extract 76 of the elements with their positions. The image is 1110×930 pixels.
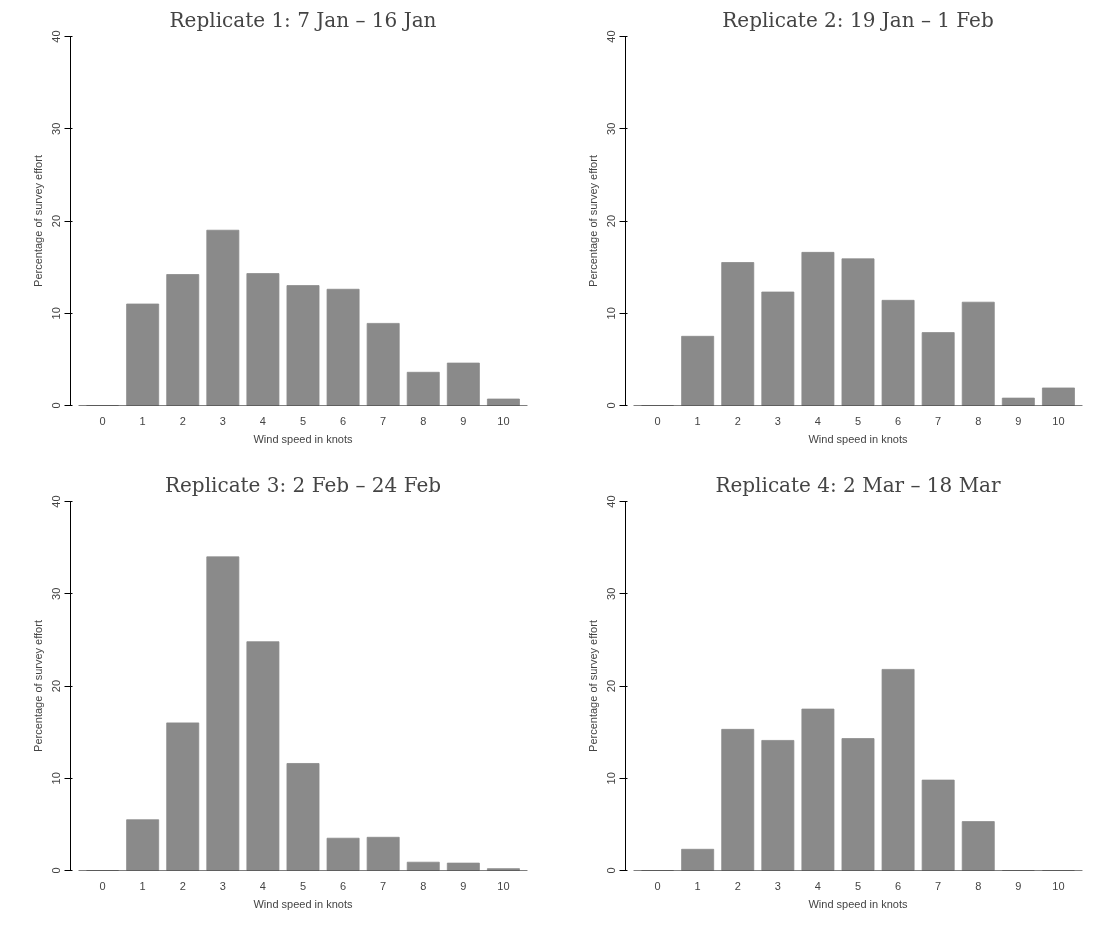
y-tick-label: 20 [49,214,62,228]
x-tick-label: 3 [774,414,781,427]
x-tick-label: 10 [1052,414,1065,427]
x-tick-label: 4 [814,879,821,892]
x-tick-label: 4 [814,414,821,427]
y-tick-label: 30 [604,587,617,600]
x-axis-title: Wind speed in knots [253,897,354,910]
y-tick-label: 40 [604,495,617,508]
x-tick-label: 7 [380,879,387,892]
x-tick-label: 3 [774,879,781,892]
y-tick-label: 10 [604,307,617,320]
x-tick-label: 10 [1052,879,1065,892]
x-tick-label: 5 [299,879,307,892]
x-tick-label: 9 [460,879,467,892]
x-tick-label: 1 [694,414,701,427]
x-tick-label: 9 [1015,414,1022,427]
x-axis-title: Wind speed in knots [808,897,909,910]
x-tick-label: 6 [895,879,902,892]
y-tick-label: 0 [49,402,62,409]
x-tick-label: 9 [1015,879,1022,892]
y-axis-title: Percentage of survey effort [586,155,599,287]
x-tick-label: 6 [340,414,347,427]
y-tick-label: 40 [49,495,62,508]
x-tick-label: 1 [694,879,701,892]
chart-title: Replicate 3: 2 Feb – 24 Feb [164,472,442,497]
x-tick-label: 0 [654,414,661,427]
y-tick-label: 0 [49,867,62,874]
x-tick-label: 8 [975,879,982,892]
x-tick-label: 1 [139,879,146,892]
x-axis-title: Wind speed in knots [808,432,909,445]
y-axis-title: Percentage of survey effort [31,620,44,752]
y-tick-label: 30 [49,122,62,135]
y-tick-label: 10 [49,772,62,785]
x-tick-label: 2 [734,414,741,427]
x-tick-label: 0 [654,879,661,892]
x-tick-label: 4 [259,414,266,427]
y-axis-title: Percentage of survey effort [31,155,44,287]
y-tick-label: 0 [604,867,617,874]
x-tick-label: 6 [895,414,902,427]
y-axis-title: Percentage of survey effort [586,620,599,752]
chart-title: Replicate 1: 7 Jan – 16 Jan [169,7,437,32]
x-tick-label: 8 [420,879,427,892]
y-tick-label: 20 [49,679,62,693]
x-tick-label: 7 [380,414,387,427]
x-tick-label: 5 [299,414,307,427]
x-tick-label: 8 [975,414,982,427]
y-tick-label: 20 [604,679,617,693]
x-tick-label: 3 [219,879,226,892]
x-tick-label: 8 [420,414,427,427]
x-tick-label: 10 [497,879,510,892]
y-tick-label: 0 [604,402,617,409]
x-axis-title: Wind speed in knots [253,432,354,445]
x-tick-label: 1 [139,414,146,427]
x-tick-label: 3 [219,414,226,427]
x-tick-label: 6 [340,879,347,892]
y-tick-label: 30 [604,122,617,135]
x-tick-label: 9 [460,414,467,427]
x-tick-label: 5 [854,879,862,892]
chart-title: Replicate 2: 19 Jan – 1 Feb [722,7,994,32]
x-tick-label: 5 [854,414,862,427]
y-tick-label: 10 [49,307,62,320]
x-tick-label: 2 [179,414,186,427]
y-tick-label: 40 [49,30,62,43]
x-tick-label: 7 [935,879,942,892]
x-tick-label: 2 [179,879,186,892]
x-tick-label: 10 [497,414,510,427]
x-tick-label: 4 [259,879,266,892]
y-tick-label: 20 [604,214,617,228]
y-tick-label: 30 [49,587,62,600]
chart-title: Replicate 4: 2 Mar – 18 Mar [715,472,1002,497]
x-tick-label: 0 [99,414,106,427]
y-tick-label: 10 [604,772,617,785]
x-tick-label: 7 [935,414,942,427]
y-tick-label: 40 [604,30,617,43]
x-tick-label: 0 [99,879,106,892]
x-tick-label: 2 [734,879,741,892]
